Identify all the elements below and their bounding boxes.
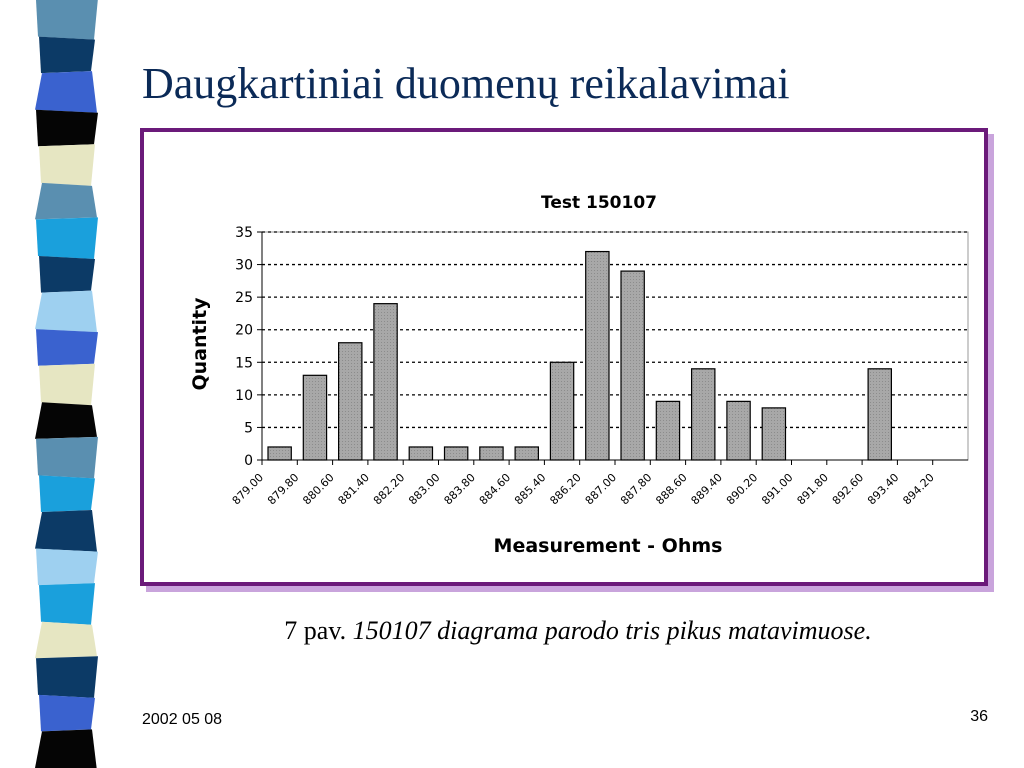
figure-caption: 7 pav. 150107 diagrama parodo tris pikus… (0, 616, 1024, 646)
x-tick-label: 893.40 (865, 471, 901, 507)
caption-prefix: 7 pav. (284, 616, 347, 645)
page-number: 36 (970, 708, 988, 725)
strip-segment (39, 363, 95, 406)
strip-segment (36, 329, 98, 366)
strip-segment (39, 475, 95, 512)
bar (620, 270, 645, 461)
caption-text: 150107 diagrama parodo tris pikus matavi… (352, 616, 872, 645)
bar (655, 400, 681, 461)
bar (585, 250, 610, 461)
bar (338, 342, 363, 461)
bar (761, 407, 787, 461)
chart-frame: Test 150107 0 5 10 15 20 25 30 35 879.00 879.80 880… (140, 128, 988, 586)
strip-segment (39, 583, 95, 625)
y-tick-label: 30 (235, 258, 253, 274)
y-tick-label: 20 (235, 323, 253, 339)
x-tick-label: 891.80 (795, 471, 831, 507)
x-tick-label: 887.00 (583, 471, 619, 507)
bar (408, 446, 434, 461)
strip-segment (35, 71, 97, 113)
bar (302, 374, 328, 461)
x-tick-label: 879.80 (265, 471, 301, 507)
strip-segment (36, 656, 98, 698)
bar-chart: Test 150107 0 5 10 15 20 25 30 35 879.00879.80880… (189, 193, 969, 557)
x-tick-label: 883.00 (406, 471, 442, 507)
bar (479, 446, 504, 461)
x-tick-label: 882.20 (371, 471, 407, 507)
strip-segment (39, 36, 95, 74)
strip-segment (39, 694, 95, 732)
bar (549, 361, 575, 461)
decorative-color-strip (35, 0, 98, 768)
x-tick-label: 887.80 (618, 471, 654, 507)
bar (443, 446, 469, 461)
strip-segment (36, 217, 98, 259)
bar (690, 368, 716, 461)
x-tick-label: 891.00 (759, 471, 795, 507)
chart-title: Test 150107 (541, 193, 657, 213)
x-tick-label: 889.40 (689, 471, 725, 507)
bar (267, 446, 292, 461)
slide-title: Daugkartiniai duomenų reikalavimai (142, 59, 790, 108)
strip-segment (35, 182, 97, 220)
x-tick-label: 883.80 (442, 471, 478, 507)
plot-area (261, 231, 969, 461)
strip-segment (36, 548, 98, 586)
strip-segment (35, 402, 97, 439)
bar (373, 303, 398, 461)
strip-segment (36, 436, 98, 479)
y-axis-label: Quantity (189, 297, 211, 391)
strip-segment (35, 510, 97, 552)
y-tick-label: 5 (244, 420, 253, 436)
x-tick-label: 892.60 (830, 471, 866, 507)
x-tick-label: 888.60 (653, 471, 689, 507)
strip-segment (35, 621, 97, 659)
strip-segment (36, 0, 98, 40)
x-tick-label: 886.20 (547, 471, 583, 507)
y-tick-label: 25 (235, 290, 253, 306)
strip-segment (35, 290, 97, 333)
bar (514, 446, 540, 461)
strip-segment (39, 144, 95, 186)
footer-date: 2002 05 08 (142, 711, 223, 728)
x-tick-label: 881.40 (336, 471, 372, 507)
y-tick-label: 10 (235, 388, 253, 404)
y-tick-label: 35 (235, 225, 253, 241)
strip-segment (39, 256, 95, 293)
bar (867, 368, 892, 461)
x-tick-label: 879.00 (230, 471, 266, 507)
x-tick-label: 885.40 (512, 471, 548, 507)
x-axis-label: Measurement - Ohms (494, 535, 723, 557)
x-tick-label: 884.60 (477, 471, 513, 507)
x-tick-label: 890.20 (724, 471, 760, 507)
strip-segment (35, 729, 97, 768)
x-tick-label: 880.60 (300, 471, 336, 507)
strip-segment (36, 109, 98, 147)
y-tick-label: 15 (235, 355, 253, 371)
bar (726, 400, 751, 461)
x-tick-label: 894.20 (900, 471, 936, 507)
y-tick-label: 0 (244, 453, 253, 469)
